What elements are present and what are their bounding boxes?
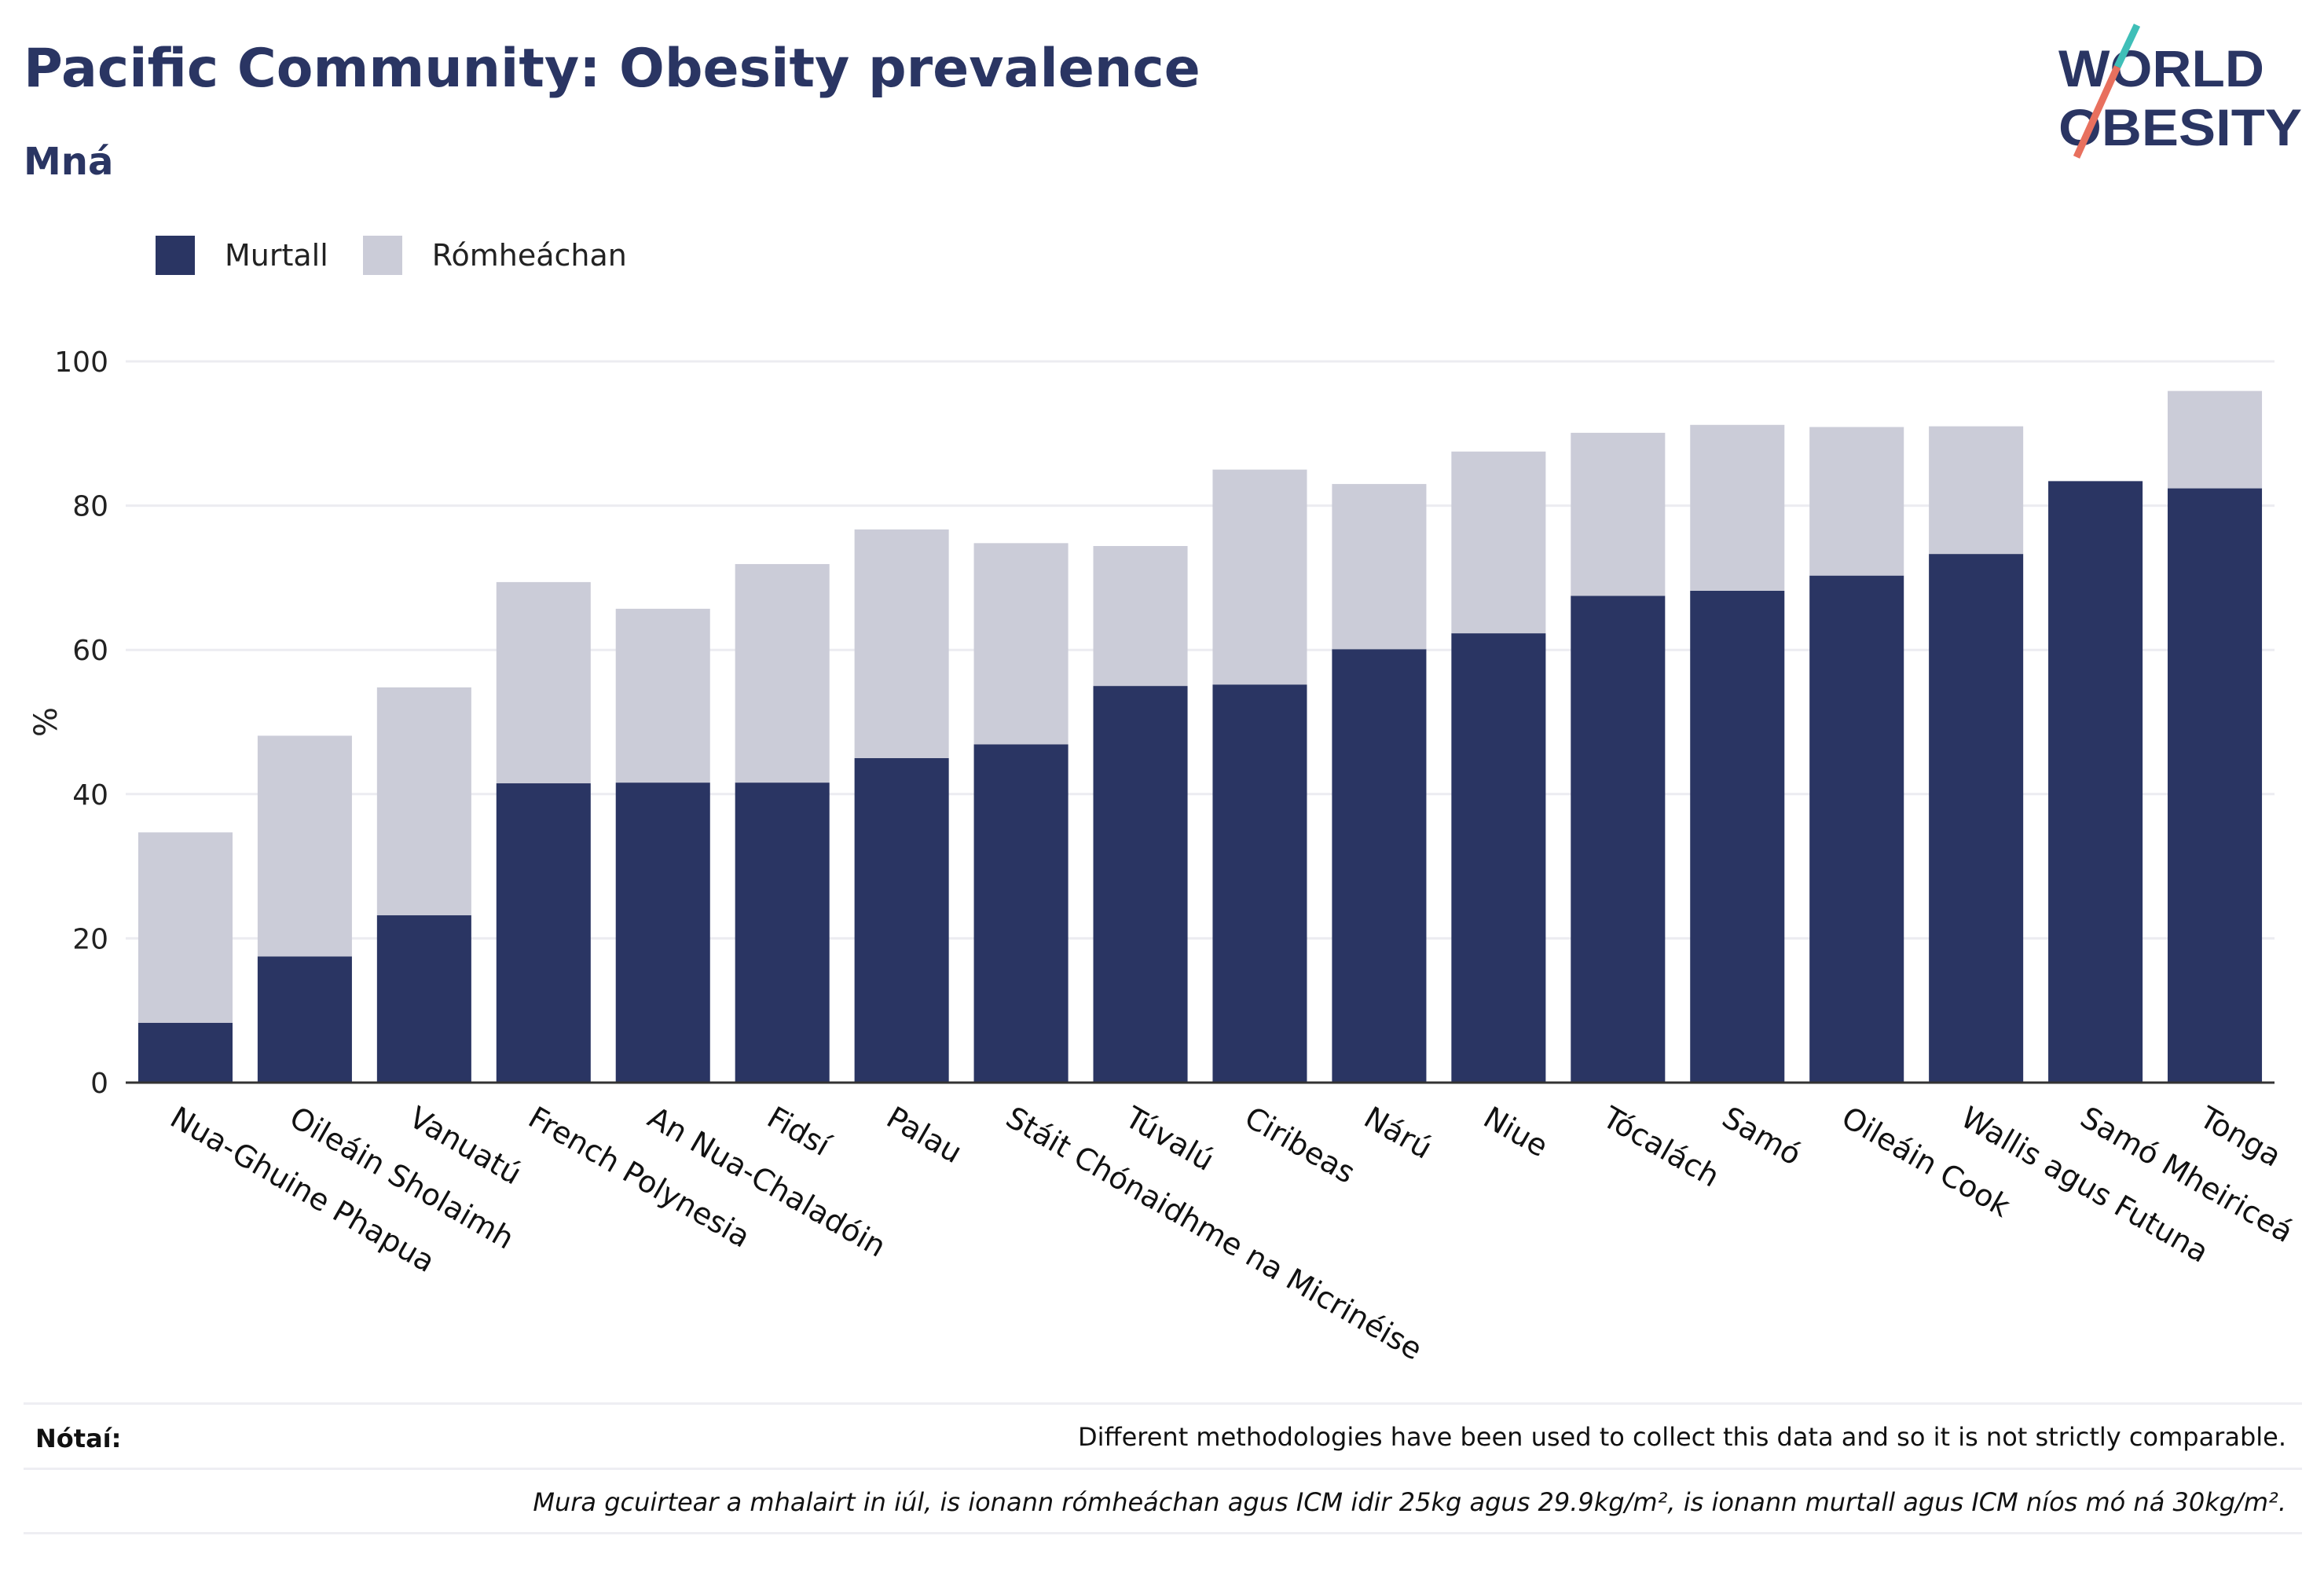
bar-overweight	[1571, 432, 1666, 596]
chart-title: Pacific Community: Obesity prevalence	[24, 38, 1200, 100]
chart-subtitle: Mná	[24, 140, 114, 184]
bar-overweight	[2168, 390, 2263, 489]
bar-obesity	[854, 757, 949, 1083]
bar-overweight	[1690, 424, 1785, 591]
bar-obesity	[615, 783, 710, 1083]
y-tick-label: 80	[72, 491, 108, 523]
bar-overweight	[1809, 427, 1904, 576]
bar-obesity	[137, 1022, 233, 1083]
x-tick-label: Samó	[1717, 1100, 1807, 1172]
legend-item-obesity[interactable]: Murtall	[156, 236, 328, 275]
y-tick-label: 60	[72, 635, 108, 667]
legend-swatch-obesity	[156, 236, 195, 275]
logo-slash-coral	[2073, 65, 2121, 159]
bar-obesity	[1212, 684, 1307, 1083]
x-tick-label: Tonga	[2194, 1099, 2287, 1173]
x-tick-label: Fidsí	[761, 1100, 837, 1164]
x-tick-label: French Polynesia	[522, 1100, 756, 1255]
bar-obesity	[376, 915, 471, 1083]
bar-obesity	[735, 783, 830, 1083]
legend-label-obesity: Murtall	[225, 238, 328, 273]
world-obesity-logo: WORLD OBESITY	[2058, 24, 2302, 159]
x-tick-label: Nárú	[1358, 1100, 1438, 1166]
notes-divider-middle	[24, 1468, 2302, 1470]
bar-overweight	[1212, 469, 1307, 685]
x-tick-label: Niue	[1478, 1100, 1554, 1164]
bar-overweight	[137, 832, 233, 1023]
x-tick-label: Palau	[881, 1100, 968, 1170]
bar-obesity	[1929, 554, 2024, 1083]
legend-item-overweight[interactable]: Rómheáchan	[362, 236, 627, 275]
bar-overweight	[376, 687, 471, 916]
y-tick-label: 0	[90, 1068, 108, 1100]
notes-divider-top	[24, 1402, 2302, 1405]
bar-obesity	[1093, 686, 1188, 1083]
legend-label-overweight: Rómheáchan	[431, 238, 627, 273]
x-tick-label: Tócalách	[1596, 1099, 1725, 1193]
bar-obesity	[973, 744, 1069, 1083]
bar-overweight	[615, 608, 710, 783]
notes-methodology: Different methodologies have been used t…	[1078, 1422, 2286, 1452]
bar-overweight	[496, 581, 591, 784]
y-axis-label: %	[28, 707, 64, 737]
y-tick-label: 100	[54, 346, 108, 379]
y-tick-label: 20	[72, 923, 108, 955]
chart-legend: Murtall Rómheáchan	[156, 232, 662, 279]
bar-obesity	[2048, 481, 2143, 1083]
notes-label: Nótaí:	[35, 1424, 122, 1453]
notes-divider-bottom	[24, 1532, 2302, 1534]
notes-definitions: Mura gcuirtear a mhalairt in iúl, is ion…	[533, 1487, 2286, 1517]
x-tick-label: Stáit Chónaidhme na Micrinéise	[1000, 1100, 1428, 1367]
bar-obesity	[1809, 575, 1904, 1083]
bar-obesity	[1571, 596, 1666, 1083]
bar-overweight	[1093, 546, 1188, 687]
bar-overweight	[1929, 426, 2024, 555]
y-tick-label: 40	[72, 779, 108, 812]
bar-overweight	[973, 543, 1069, 745]
bar-overweight	[854, 529, 949, 758]
logo-slash-teal	[2113, 24, 2141, 68]
bar-overweight	[257, 735, 352, 957]
bar-obesity	[1332, 649, 1427, 1083]
bar-obesity	[1690, 590, 1785, 1083]
bar-overweight	[1451, 451, 1546, 634]
x-tick-label: Ciribeas	[1239, 1100, 1361, 1190]
bar-obesity	[2168, 488, 2263, 1083]
legend-swatch-overweight	[362, 236, 402, 275]
bar-obesity	[257, 956, 352, 1083]
bar-overweight	[735, 563, 830, 783]
x-tick-label: Túvalú	[1119, 1099, 1219, 1178]
logo-text-line1: WORLD	[2058, 39, 2264, 97]
bar-overweight	[1332, 484, 1427, 650]
bar-obesity	[1451, 633, 1546, 1083]
bar-obesity	[496, 783, 591, 1083]
